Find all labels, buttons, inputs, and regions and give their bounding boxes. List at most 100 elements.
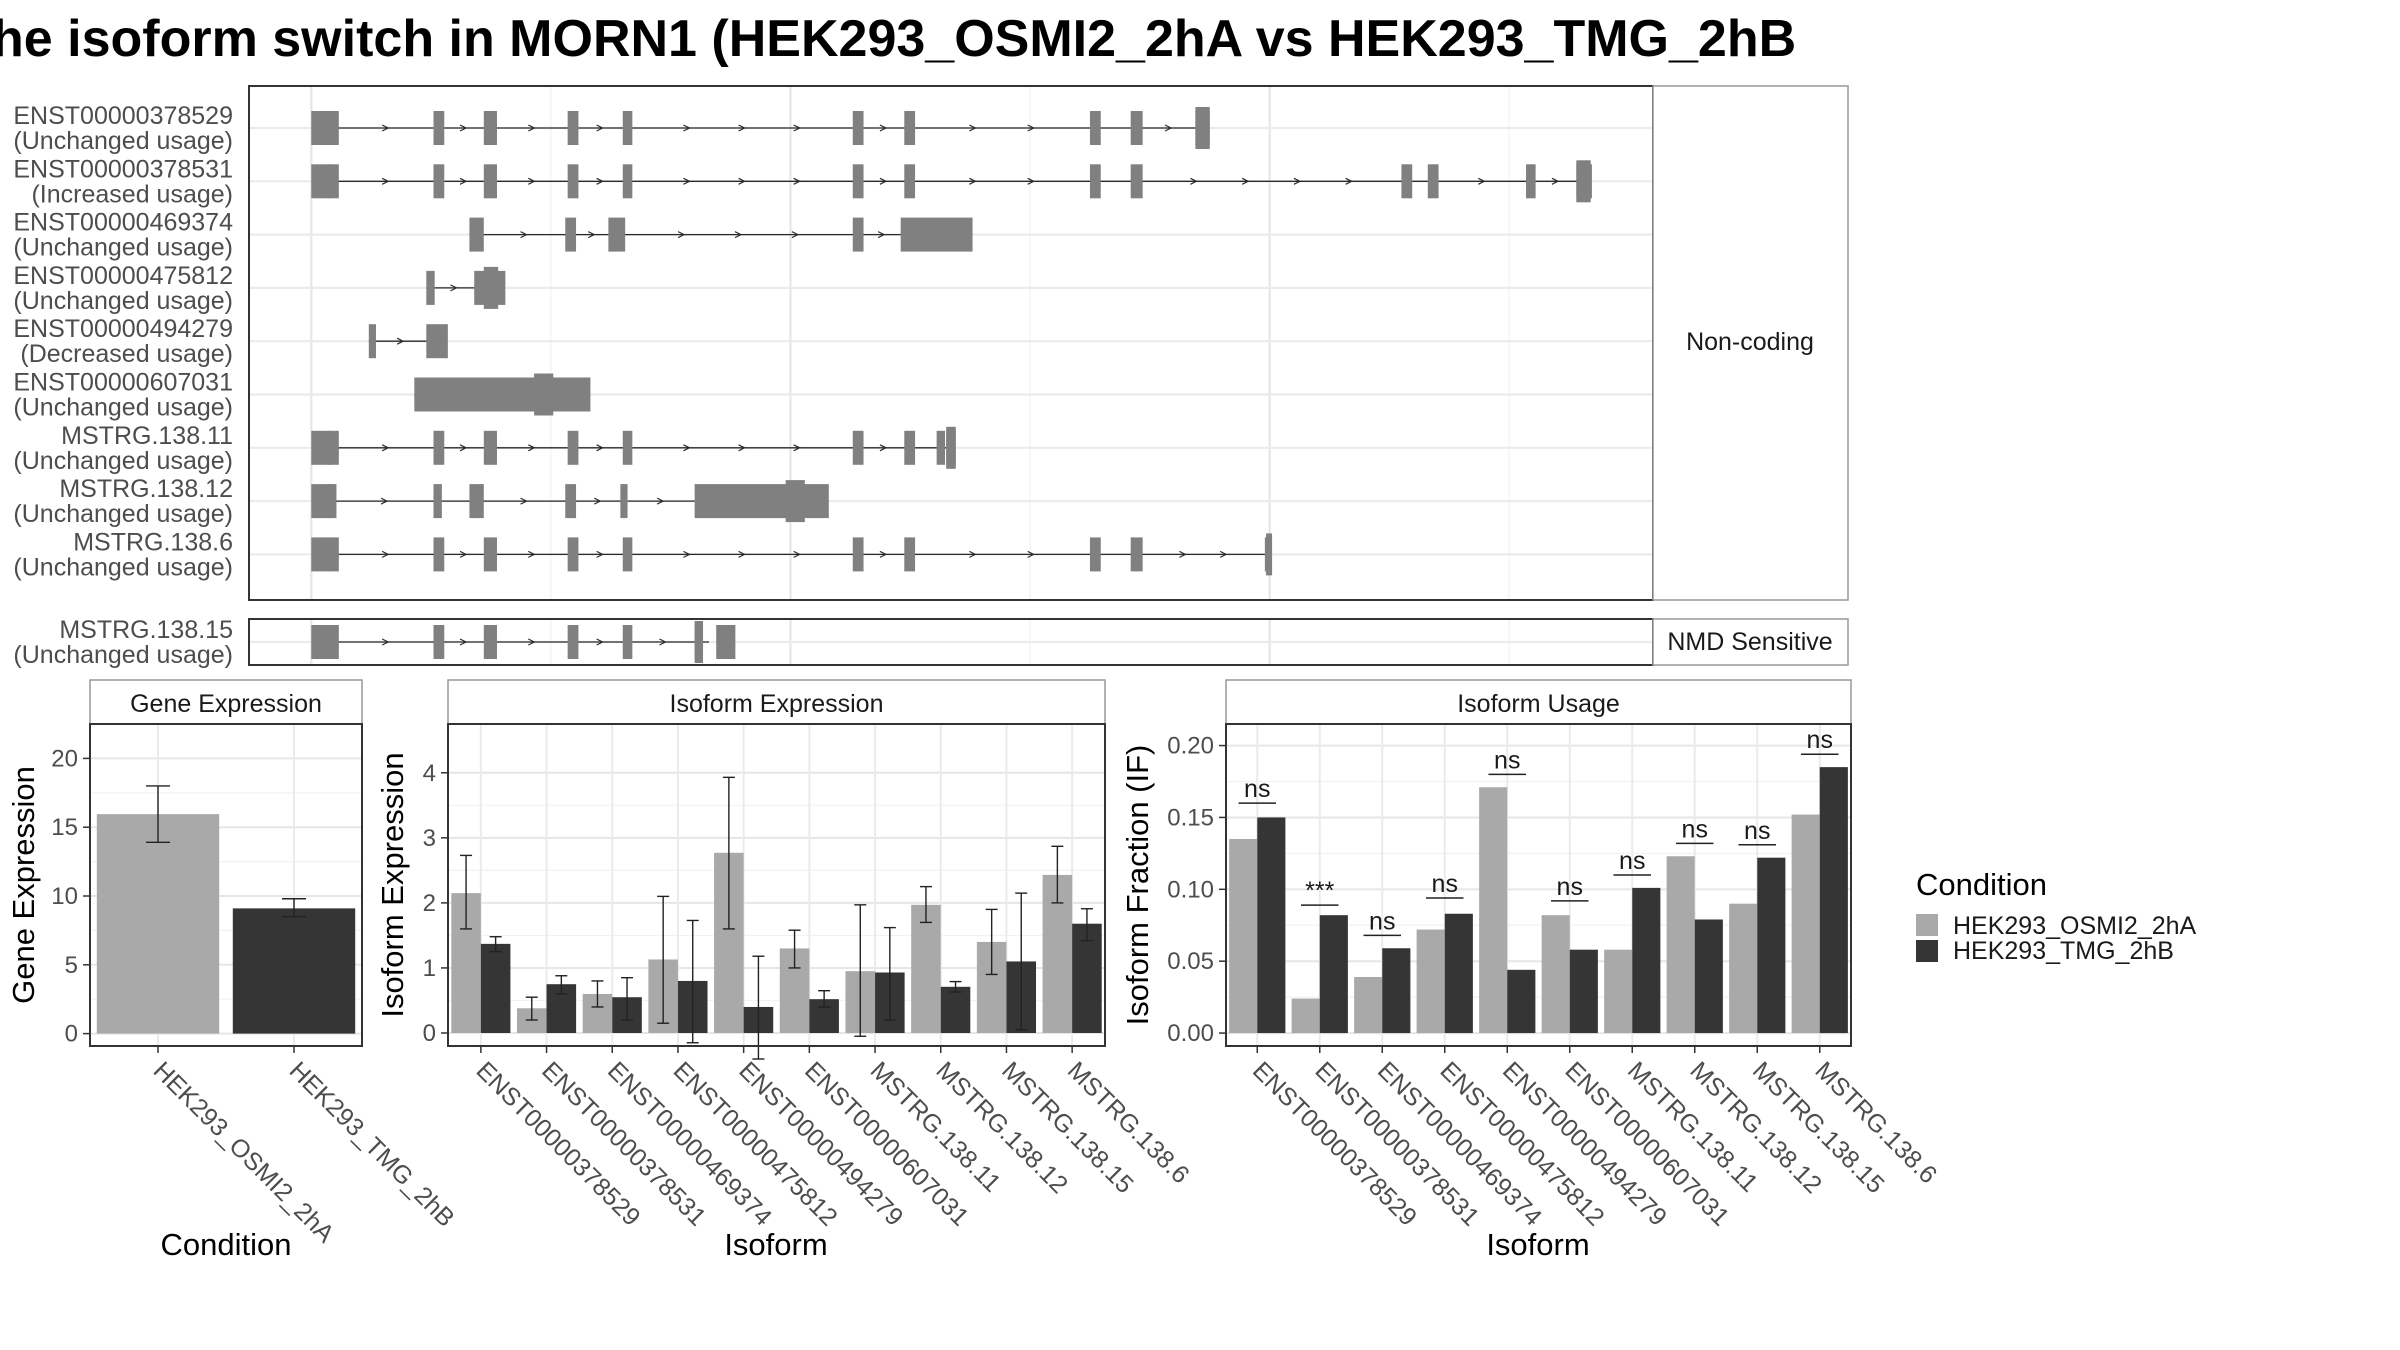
exon bbox=[311, 537, 331, 572]
bar bbox=[1666, 856, 1695, 1034]
exon bbox=[852, 164, 864, 199]
panel-title: Gene Expression bbox=[130, 690, 322, 718]
transcript-name: ENST00000378529 bbox=[13, 102, 233, 130]
direction-arrow bbox=[1164, 124, 1173, 132]
direction-arrow bbox=[528, 124, 536, 132]
y-tick-label: 20 bbox=[51, 745, 78, 772]
transcript-usage: (Unchanged usage) bbox=[13, 641, 233, 669]
exon-thick bbox=[1266, 533, 1273, 576]
transcript-name: MSTRG.138.11 bbox=[61, 422, 233, 450]
exon bbox=[1130, 537, 1143, 572]
exon bbox=[311, 484, 332, 519]
exon bbox=[469, 217, 484, 252]
direction-arrow bbox=[1345, 177, 1354, 185]
direction-arrow bbox=[969, 550, 977, 558]
exon bbox=[368, 324, 376, 359]
direction-arrow bbox=[683, 444, 691, 452]
x-axis-title: Isoform bbox=[724, 1227, 827, 1262]
transcript-usage: (Unchanged usage) bbox=[13, 234, 233, 262]
exon-thick bbox=[534, 373, 554, 416]
exon bbox=[852, 537, 864, 572]
direction-arrow bbox=[683, 550, 691, 558]
bar bbox=[1479, 787, 1508, 1034]
y-tick-label: 5 bbox=[65, 952, 78, 979]
exon bbox=[1089, 111, 1101, 145]
significance-label: ns bbox=[1494, 746, 1520, 774]
exon bbox=[311, 164, 331, 199]
exon bbox=[567, 625, 579, 659]
transcript-structure-plot: ENST00000378529(Unchanged usage)ENST0000… bbox=[13, 85, 1849, 669]
direction-arrow bbox=[738, 444, 746, 452]
direction-arrow bbox=[520, 497, 528, 505]
exon bbox=[311, 625, 331, 659]
direction-arrow bbox=[459, 550, 468, 558]
exon bbox=[565, 217, 577, 252]
direction-arrow bbox=[683, 124, 691, 132]
direction-arrow bbox=[1241, 177, 1250, 185]
exon bbox=[567, 430, 579, 465]
exon bbox=[622, 537, 633, 572]
direction-arrow bbox=[1027, 177, 1036, 185]
transcript-name: MSTRG.138.6 bbox=[73, 528, 233, 556]
direction-arrow bbox=[1551, 177, 1560, 185]
significance-label: ns bbox=[1682, 815, 1708, 843]
exon bbox=[1130, 111, 1143, 145]
panel-title: Isoform Usage bbox=[1457, 690, 1620, 718]
exon bbox=[328, 164, 339, 199]
exon bbox=[716, 625, 736, 659]
transcript-name: ENST00000607031 bbox=[13, 369, 233, 397]
bar bbox=[1319, 915, 1348, 1034]
exon bbox=[622, 111, 633, 145]
transcript-usage: (Unchanged usage) bbox=[13, 127, 233, 155]
exon bbox=[433, 430, 445, 465]
exon bbox=[433, 625, 445, 659]
exon bbox=[483, 111, 497, 145]
bar bbox=[1291, 998, 1320, 1034]
exon-thick bbox=[1576, 160, 1591, 203]
nmd-strip-label: NMD Sensitive bbox=[1667, 628, 1832, 656]
bar bbox=[1632, 887, 1661, 1034]
direction-arrow bbox=[381, 124, 390, 132]
transcript-usage: (Unchanged usage) bbox=[13, 447, 233, 475]
transcript-usage: (Unchanged usage) bbox=[13, 394, 233, 422]
y-axis-title: Isoform Fraction (IF) bbox=[1120, 745, 1155, 1026]
bar bbox=[232, 908, 356, 1034]
direction-arrow bbox=[459, 444, 468, 452]
exon bbox=[1401, 164, 1413, 199]
legend-label-cond2: HEK293_TMG_2hB bbox=[1953, 937, 2174, 965]
panel-title: Isoform Expression bbox=[670, 690, 884, 718]
bar bbox=[96, 814, 220, 1034]
exon bbox=[433, 484, 442, 519]
exon bbox=[1089, 164, 1101, 199]
exon bbox=[483, 625, 497, 659]
exon bbox=[567, 164, 579, 199]
chart-isoform-usage: Isoform Usage 0.00 0.05 0.10 0.15 0.20 ns *** ns… bbox=[1120, 679, 1942, 1262]
transcript-usage: (Unchanged usage) bbox=[13, 287, 233, 315]
significance-label: ns bbox=[1369, 907, 1395, 935]
direction-arrow bbox=[381, 550, 390, 558]
exon bbox=[328, 430, 339, 465]
exon bbox=[904, 537, 916, 572]
transcript-name: ENST00000475812 bbox=[13, 262, 233, 290]
bar bbox=[1072, 923, 1102, 1033]
noncoding-strip-label: Non-coding bbox=[1686, 328, 1814, 356]
direction-arrow bbox=[659, 638, 667, 646]
direction-arrow bbox=[459, 177, 468, 185]
exon bbox=[433, 111, 445, 145]
exon bbox=[433, 164, 445, 199]
legend-title: Condition bbox=[1916, 867, 2047, 902]
y-tick-label: 2 bbox=[423, 890, 436, 917]
legend-swatch-cond1 bbox=[1916, 914, 1938, 936]
direction-arrow bbox=[528, 444, 536, 452]
direction-arrow bbox=[1190, 177, 1198, 185]
direction-arrow bbox=[1219, 550, 1228, 558]
significance-label: *** bbox=[1305, 877, 1334, 905]
bar bbox=[1569, 949, 1598, 1034]
transcript-track-enst00000475812 bbox=[426, 266, 506, 309]
exon bbox=[483, 164, 497, 199]
bar bbox=[911, 904, 941, 1033]
direction-arrow bbox=[656, 497, 665, 505]
transcript-usage: (Increased usage) bbox=[31, 180, 233, 208]
transcript-name: MSTRG.138.15 bbox=[59, 616, 233, 644]
transcript-usage: (Decreased usage) bbox=[20, 340, 233, 368]
